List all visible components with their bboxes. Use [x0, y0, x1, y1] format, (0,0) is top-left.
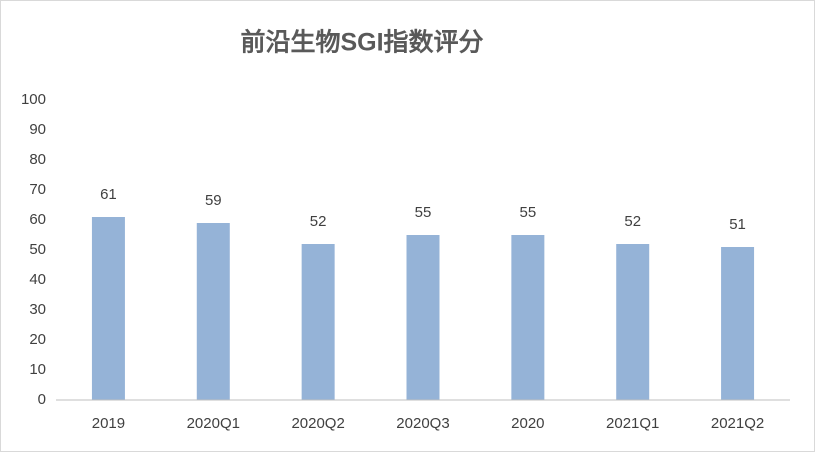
bar	[301, 244, 335, 400]
y-tick-label: 100	[21, 91, 46, 108]
bar	[616, 244, 650, 400]
bar	[721, 247, 755, 400]
data-label: 52	[310, 213, 327, 230]
y-tick-label: 80	[29, 151, 46, 168]
x-tick-label: 2020Q2	[291, 415, 344, 432]
y-tick-label: 40	[29, 271, 46, 288]
y-tick-label: 90	[29, 121, 46, 138]
y-tick-label: 60	[29, 211, 46, 228]
x-tick-label: 2020Q3	[396, 415, 449, 432]
data-label: 52	[624, 213, 641, 230]
data-label: 51	[729, 216, 746, 233]
data-label: 61	[100, 186, 117, 203]
bar	[196, 223, 230, 400]
x-tick-label: 2021Q2	[711, 415, 764, 432]
data-label: 55	[520, 204, 537, 221]
x-tick-label: 2021Q1	[606, 415, 659, 432]
x-tick-label: 2019	[92, 415, 125, 432]
x-tick-label: 2020Q1	[187, 415, 240, 432]
y-tick-label: 50	[29, 241, 46, 258]
data-label: 59	[205, 192, 222, 209]
chart-title: 前沿生物SGI指数评分	[240, 28, 483, 57]
y-tick-label: 70	[29, 181, 46, 198]
bar	[91, 217, 125, 400]
data-label: 55	[415, 204, 432, 221]
y-tick-label: 30	[29, 301, 46, 318]
y-tick-label: 0	[38, 391, 46, 408]
y-tick-label: 10	[29, 361, 46, 378]
bar	[406, 235, 440, 400]
x-tick-label: 2020	[511, 415, 544, 432]
y-tick-label: 20	[29, 331, 46, 348]
bar	[511, 235, 545, 400]
